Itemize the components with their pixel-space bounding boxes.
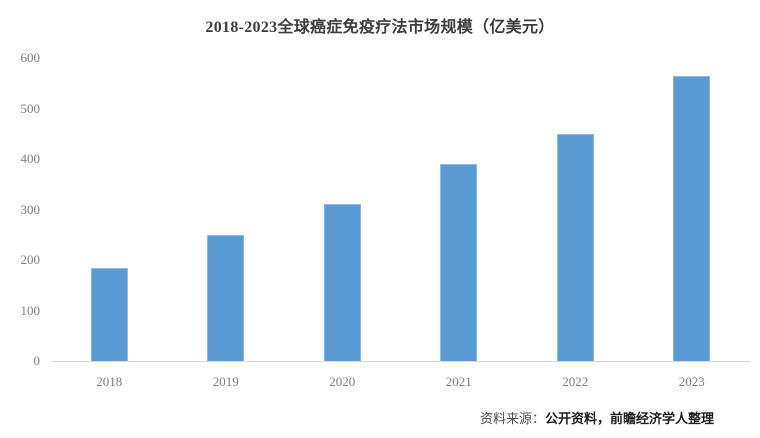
- x-tick-label-2020: 2020: [329, 374, 356, 389]
- y-tick-label-100: 100: [20, 302, 41, 318]
- plot-area: [51, 58, 750, 362]
- bar-2023: [673, 75, 711, 361]
- chart-title: 2018-2023全球癌症免疫疗法市场规模（亿美元）: [205, 19, 555, 36]
- x-tick-label-2019: 2019: [212, 374, 239, 389]
- x-tick-label-2018: 2018: [96, 374, 123, 389]
- bar-2020: [323, 204, 361, 361]
- source-note-main: 公开资料，前瞻经济学人整理: [544, 411, 714, 426]
- bar-2021: [440, 164, 478, 361]
- bar-2018: [90, 267, 128, 361]
- x-tick-label-2023: 2023: [678, 374, 705, 389]
- bar-slot-2022: [517, 58, 634, 361]
- y-tick-label-200: 200: [20, 252, 41, 267]
- x-axis-labels: 2018 2019 2020 2021 2022 2023: [51, 374, 750, 390]
- bar-2019: [207, 234, 245, 361]
- bar-slot-2023: [634, 58, 751, 361]
- source-note-prefix: 资料来源：: [479, 411, 545, 426]
- x-tick-label-2022: 2022: [562, 374, 589, 389]
- y-tick-label-300: 300: [20, 201, 41, 217]
- bar-slot-2021: [401, 58, 518, 361]
- bar-2022: [556, 133, 594, 361]
- bar-slot-2019: [168, 58, 285, 361]
- y-tick-label-600: 600: [20, 50, 41, 65]
- bar-slot-2018: [51, 58, 168, 361]
- y-tick-label-400: 400: [20, 151, 41, 166]
- source-note: 资料来源：公开资料，前瞻经济学人整理: [480, 408, 714, 427]
- bar-slot-2020: [284, 58, 401, 361]
- y-tick-label-0: 0: [33, 353, 41, 368]
- x-tick-label-2021: 2021: [445, 374, 472, 389]
- bars-container: [51, 58, 750, 361]
- y-tick-label-500: 500: [20, 100, 41, 116]
